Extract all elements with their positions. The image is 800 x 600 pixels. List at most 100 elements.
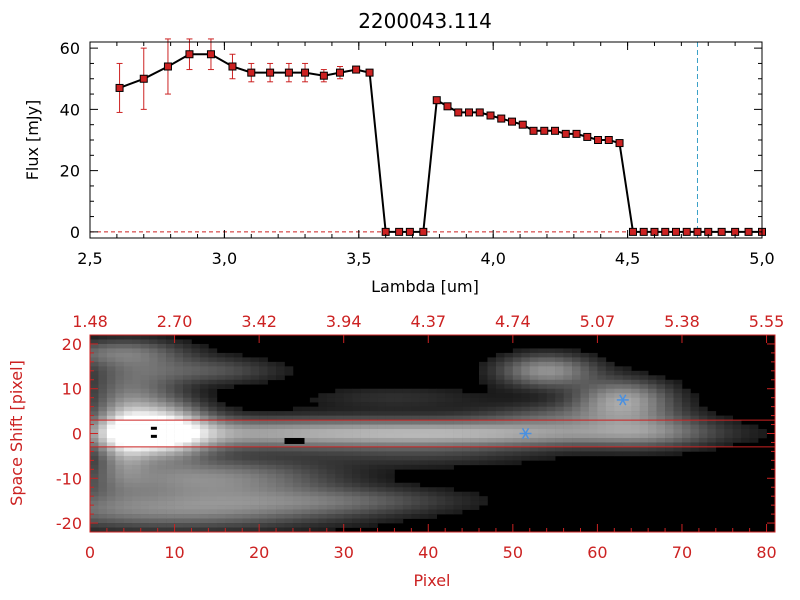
image-pixel	[343, 496, 353, 501]
image-pixel	[276, 487, 285, 493]
image-pixel	[352, 415, 361, 421]
image-pixel	[572, 420, 581, 425]
image-pixel	[174, 505, 184, 510]
image-pixel	[326, 487, 336, 493]
image-pixel	[605, 446, 615, 452]
image-pixel	[98, 339, 108, 345]
image-pixel	[309, 411, 319, 416]
image-pixel	[419, 446, 429, 452]
image-pixel	[157, 496, 167, 501]
image-pixel	[309, 505, 319, 510]
image-pixel	[267, 420, 277, 425]
image-pixel	[191, 437, 201, 443]
image-pixel	[174, 509, 184, 515]
image-pixel	[301, 527, 311, 533]
image-pixel	[157, 366, 167, 372]
image-pixel	[335, 505, 345, 510]
image-pixel	[318, 433, 328, 439]
image-pixel	[174, 451, 184, 457]
image-pixel	[487, 429, 497, 434]
image-pixel	[563, 451, 573, 457]
image-pixel	[199, 424, 209, 430]
image-pixel	[199, 429, 209, 434]
image-pixel	[495, 388, 505, 394]
image-pixel	[123, 478, 133, 484]
image-pixel	[495, 352, 505, 358]
image-pixel	[673, 402, 683, 407]
image-pixel	[445, 437, 454, 443]
image-pixel	[284, 442, 294, 448]
image-pixel	[267, 366, 277, 372]
image-pixel	[123, 388, 133, 394]
image-pixel	[259, 460, 268, 466]
image-pixel	[157, 514, 167, 519]
image-pixel	[622, 393, 632, 398]
image-pixel	[140, 518, 150, 524]
image-pixel	[521, 415, 531, 421]
image-pixel	[343, 402, 353, 407]
image-pixel	[98, 388, 108, 394]
image-pixel	[369, 473, 378, 479]
image-pixel	[369, 411, 378, 416]
image-pixel	[588, 384, 598, 390]
image-pixel	[614, 446, 624, 452]
image-pixel	[369, 496, 378, 501]
image-pixel	[276, 433, 285, 439]
image-pixel	[259, 429, 268, 434]
image-pixel	[292, 478, 302, 484]
image-pixel	[665, 424, 674, 430]
image-pixel	[132, 518, 142, 524]
image-pixel	[512, 451, 522, 457]
image-pixel	[115, 402, 125, 407]
image-pixel	[326, 496, 336, 501]
image-pixel	[622, 420, 632, 425]
image-pixel	[157, 343, 167, 349]
image-pixel	[90, 352, 99, 358]
image-pixel	[715, 429, 725, 434]
image-pixel	[487, 366, 497, 372]
image-pixel	[132, 464, 142, 470]
image-pixel	[377, 388, 387, 394]
image-pixel	[149, 478, 158, 484]
image-pixel	[419, 514, 429, 519]
image-pixel	[199, 442, 209, 448]
image-pixel	[115, 415, 125, 421]
image-pixel	[546, 357, 556, 363]
image-pixel	[572, 415, 581, 421]
image-pixel	[115, 460, 125, 466]
image-pixel	[335, 446, 345, 452]
image-pixel	[631, 433, 640, 439]
image-pixel	[504, 397, 514, 403]
image-pixel	[605, 379, 615, 385]
image-pixel	[572, 357, 581, 363]
image-pixel	[453, 491, 463, 497]
image-pixel	[106, 343, 116, 349]
image-pixel	[115, 357, 125, 363]
image-pixel	[250, 469, 260, 475]
image-pixel	[90, 402, 99, 407]
image-pixel	[605, 375, 615, 381]
image-pixel	[115, 446, 125, 452]
image-pixel	[555, 384, 564, 390]
image-pixel	[326, 437, 336, 443]
image-pixel	[98, 509, 108, 515]
image-pixel	[123, 343, 133, 349]
image-pixel	[284, 514, 294, 519]
image-pixel	[504, 402, 514, 407]
image-pixel	[352, 518, 361, 524]
image-pixel	[436, 446, 446, 452]
image-pixel	[690, 406, 700, 412]
image-pixel	[115, 514, 125, 519]
image-pixel	[335, 518, 345, 524]
image-pixel	[259, 473, 268, 479]
image-pixel	[132, 429, 142, 434]
image-speck	[150, 434, 157, 438]
image-pixel	[284, 496, 294, 501]
image-pixel	[631, 397, 640, 403]
image-pixel	[149, 451, 158, 457]
image-pixel	[301, 478, 311, 484]
image-pixel	[411, 491, 421, 497]
image-pixel	[436, 487, 446, 493]
image-pixel	[318, 446, 328, 452]
image-pixel	[284, 424, 294, 430]
